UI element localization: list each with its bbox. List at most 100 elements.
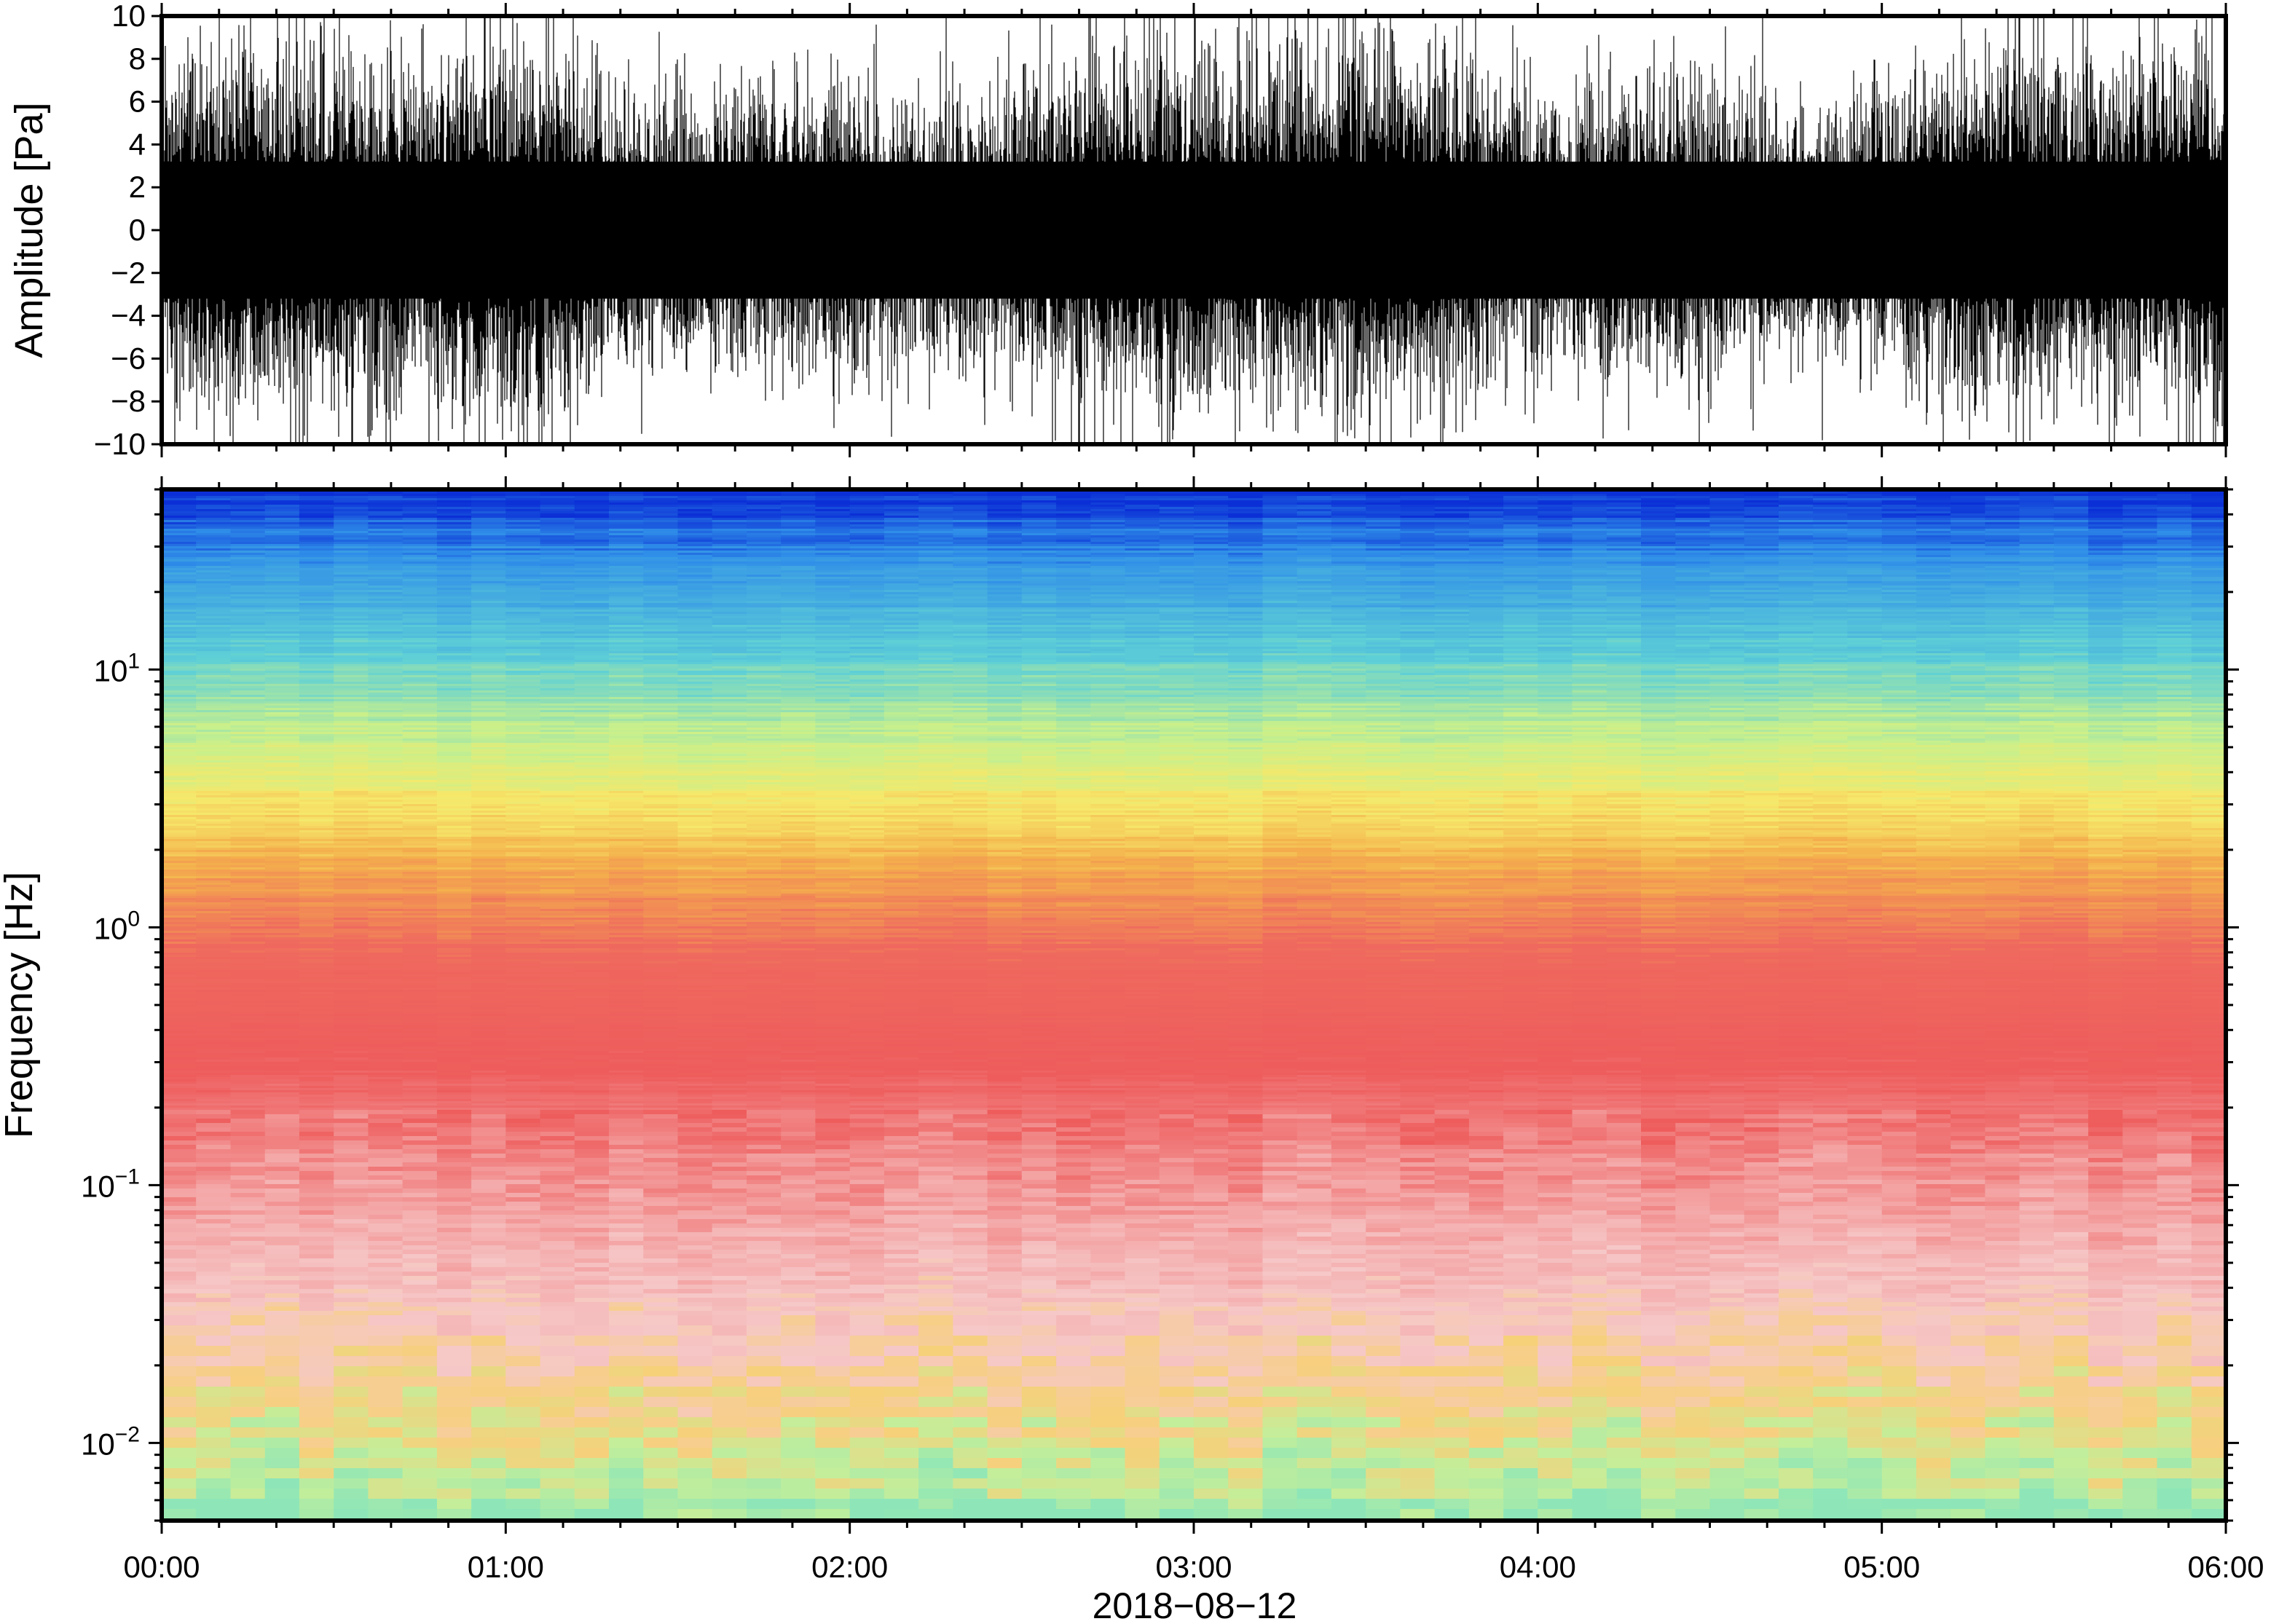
spectrogram-cell [2157,603,2192,606]
spectrogram-cell [334,568,369,571]
spectrogram-cell [815,507,851,510]
spectrogram-cell [471,588,507,591]
spectrogram-cell [677,535,713,538]
spectrogram-cell [918,590,954,593]
spectrogram-cell [1675,540,1711,543]
spectrogram-cell [918,603,954,606]
spectrogram-cell [1125,572,1160,575]
spectrogram-cell [1916,507,1951,510]
spectrogram-cell [1951,610,1986,612]
spectrogram-cell [264,631,300,634]
spectrogram-cell [2088,544,2124,547]
spectrogram-cell [1985,629,2020,632]
spectrogram-cell [2088,557,2124,560]
spectrogram-cell [1125,618,1160,621]
spectrogram-cell [1296,527,1332,529]
spectrogram-cell [334,603,369,606]
spectrogram-cell [1744,546,1779,549]
spectrogram-cell [299,568,334,571]
spectrogram-cell [1434,618,1470,621]
spectrogram-cell [1675,577,1711,580]
spectrogram-cell [1468,590,1504,593]
spectrogram-cell [849,518,885,521]
spectrogram-cell [1366,583,1401,586]
spectrogram-cell [1503,516,1539,519]
spectrogram-cell [540,551,575,553]
spectrogram-cell [815,581,851,584]
spectrogram-cell [2019,531,2055,534]
spectrogram-cell [1538,564,1573,567]
spectrogram-cell [1159,620,1194,623]
spectrogram-cell [2122,555,2158,558]
spectrogram-cell [1366,524,1401,527]
spectrogram-cell [471,496,507,499]
spectrogram-cell [1675,623,1711,626]
spectrogram-cell [987,524,1023,527]
spectrogram-cell [712,555,747,558]
spectrogram-cell [1262,529,1298,532]
spectrogram-cell [1296,529,1332,532]
spectrogram-cell [1125,588,1160,591]
spectrogram-cell [1985,561,2020,564]
spectrogram-cell [643,540,679,543]
spectrogram-cell [334,494,369,497]
spectrogram-cell [1056,559,1092,562]
spectrogram-cell [1881,557,1917,560]
spectrogram-cell [1572,494,1607,497]
spectrogram-cell [196,568,232,571]
spectrogram-cell [1744,581,1779,584]
spectrogram-cell [402,603,438,606]
spectrogram-cell [1572,513,1607,516]
spectrogram-cell [712,498,747,501]
spectrogram-cell [264,520,300,523]
spectrogram-cell [1125,518,1160,521]
spectrogram-cell [1709,559,1745,562]
spectrogram-cell [1400,548,1436,551]
spectrogram-cell [1262,557,1298,560]
spectrogram-cell [1881,533,1917,536]
spectrogram-cell [2157,529,2192,532]
spectrogram-cell [1641,592,1676,595]
spectrogram-cell [1366,629,1401,632]
spectrogram-cell [505,507,541,510]
spectrogram-cell [747,546,782,549]
spectrogram-cell [2053,581,2089,584]
spectrogram-cell [436,616,472,619]
spectrogram-cell [1159,531,1194,534]
spectrogram-cell [1881,555,1917,558]
spectrogram-cell [1503,502,1539,505]
spectrogram-cell [1434,594,1470,597]
spectrogram-cell [1228,588,1264,591]
spectrogram-cell [1847,566,1883,569]
spectrogram-cell [1606,575,1642,578]
spectrogram-cell [368,623,404,626]
spectrogram-cell [2019,623,2055,626]
spectrogram-cell [264,625,300,628]
spectrogram-cell [1847,596,1883,599]
spectrogram-cell [781,533,816,536]
spectrogram-cell [1331,559,1366,562]
spectrogram-cell [1985,579,2020,582]
spectrogram-cell [1675,590,1711,593]
spectrogram-cell [368,529,404,532]
spectrogram-cell [1641,535,1676,538]
spectrogram-cell [299,502,334,505]
spectrogram-cell [1641,511,1676,514]
spectrogram-cell [196,507,232,510]
spectrogram-cell [540,542,575,545]
spectrogram-cell [677,575,713,578]
spectrogram-cell [781,520,816,523]
spectrogram-cell [540,607,575,610]
spectrogram-cell [2019,548,2055,551]
spectrogram-cell [1159,494,1194,497]
spectrogram-cell [1159,601,1194,604]
spectrogram-cell [1641,596,1676,599]
spectrogram-cell [1779,610,1814,612]
spectrogram-cell [574,601,610,604]
spectrogram-cell [1125,623,1160,626]
spectrogram-cell [1262,509,1298,512]
spectrogram-cell [1194,583,1229,586]
spectrogram-cell [1468,603,1504,606]
spectrogram-cell [609,551,644,553]
spectrogram-cell [1916,566,1951,569]
